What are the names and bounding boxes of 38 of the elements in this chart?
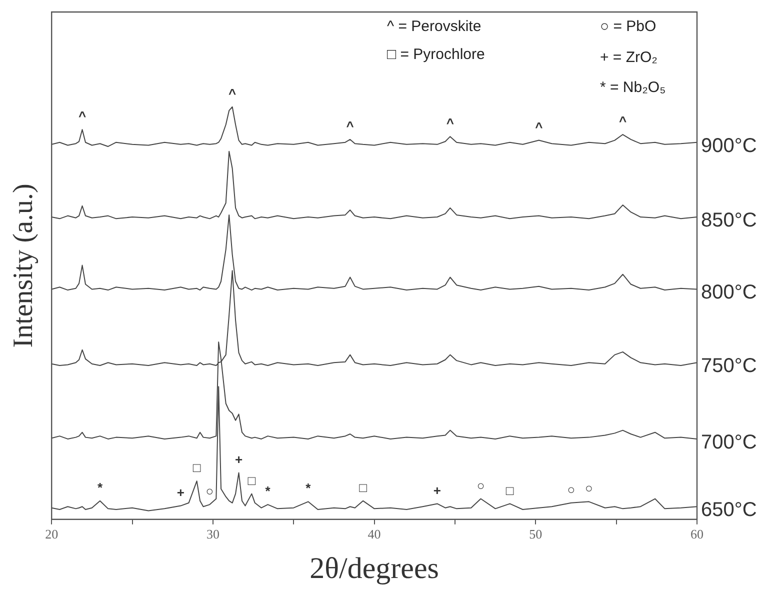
series-label: 900°C: [701, 134, 757, 157]
annotation: ^: [78, 108, 86, 124]
annotation: □: [506, 482, 514, 498]
x-tick-label: 60: [690, 526, 704, 542]
series-label: 850°C: [701, 210, 757, 232]
annotation: ^: [346, 118, 354, 134]
annotation: ^: [228, 86, 237, 101]
annotation: ^: [618, 114, 627, 129]
annotation: ○: [476, 478, 485, 493]
annotation: *: [97, 480, 104, 495]
annotation: □: [248, 472, 256, 488]
annotation: ○: [567, 482, 576, 497]
series-label: 800°C: [701, 282, 757, 304]
y-axis-title: Intensity (a.u.): [8, 184, 40, 348]
text: + = ZrO₂: [600, 49, 658, 66]
annotation: □: [192, 460, 201, 476]
annotation: ○: [584, 480, 593, 496]
x-tick-label: 50: [529, 526, 542, 542]
text: ○ = PbO: [600, 18, 656, 36]
x-tick-label: 20: [45, 526, 58, 542]
text: □ = Pyrochlore: [387, 46, 485, 64]
series-label: 650°C: [701, 499, 757, 522]
text: * = Nb₂O₅: [600, 79, 666, 96]
annotation: +: [176, 484, 185, 500]
annotation: *: [265, 484, 272, 499]
annotation: □: [359, 480, 368, 495]
annotation: ^: [446, 116, 454, 131]
annotation: ^: [535, 119, 544, 134]
annotation: +: [433, 482, 442, 498]
annotation: ○: [206, 484, 214, 499]
series-label: 750°C: [701, 355, 757, 378]
x-tick-label: 30: [206, 526, 220, 542]
text: ^ = Perovskite: [387, 18, 482, 36]
annotation: +: [234, 452, 243, 467]
annotation: *: [306, 480, 312, 496]
series-label: 700°C: [701, 431, 757, 454]
x-tick-label: 40: [368, 526, 381, 542]
x-axis-title: 2θ/degrees: [310, 552, 439, 585]
